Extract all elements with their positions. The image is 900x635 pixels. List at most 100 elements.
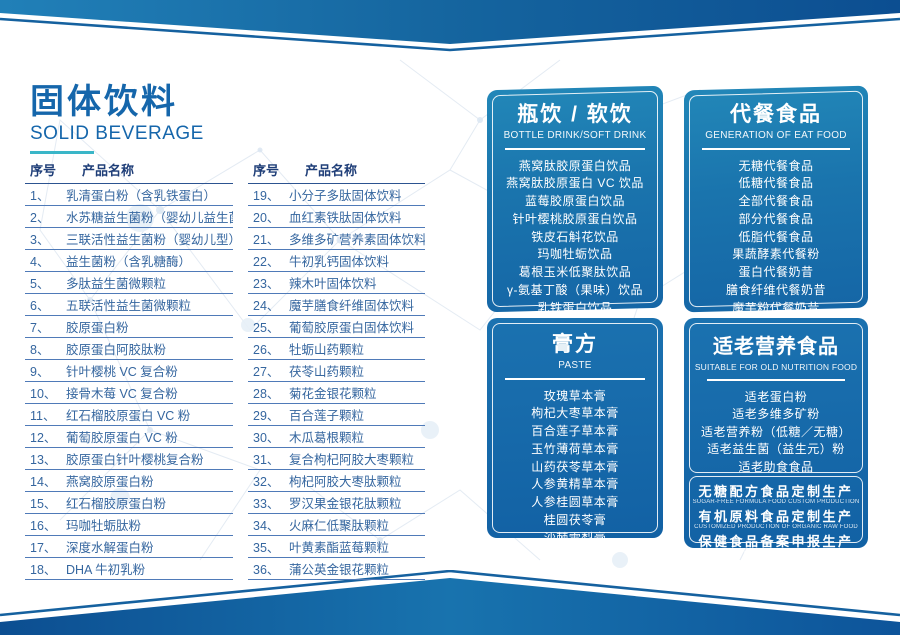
- product-list-column-1: 序号 产品名称 1、 乳清蛋白粉（含乳铁蛋白） 2、 水苏糖益生菌粉（婴幼儿益生…: [25, 160, 233, 580]
- row-product-name: DHA 牛初乳粉: [66, 563, 146, 577]
- table-row: 1、 乳清蛋白粉（含乳铁蛋白）: [25, 184, 233, 206]
- row-product-name: 多肽益生菌微颗粒: [66, 277, 167, 291]
- panel-item: 玛咖牡蛎饮品: [537, 247, 613, 262]
- row-product-name: 叶黄素酯蓝莓颗粒: [289, 541, 390, 555]
- panel-item: 燕窝肽胶原蛋白 VC 饮品: [506, 176, 644, 191]
- table-row: 20、 血红素铁肽固体饮料: [248, 206, 425, 228]
- table-row: 35、 叶黄素酯蓝莓颗粒: [248, 536, 425, 558]
- row-number: 3、: [30, 233, 50, 247]
- row-product-name: 燕窝胶原蛋白粉: [66, 475, 154, 489]
- panel-paste: 膏方 PASTE 玫瑰草本膏 枸杞大枣草本膏 百合莲子草本膏 玉竹薄荷草本膏 山药茯苓草…: [487, 318, 663, 545]
- panel-subtitle: SUITABLE FOR OLD NUTRITION FOOD: [694, 362, 858, 372]
- table-row: 16、 玛咖牡蛎肽粉: [25, 514, 233, 536]
- certification-title: 有机原料食品定制生产: [698, 509, 854, 524]
- row-product-name: 菊花金银花颗粒: [289, 387, 377, 401]
- row-product-name: 益生菌粉（含乳糖酶）: [66, 255, 192, 269]
- row-product-name: 水苏糖益生菌粉（婴幼儿益生菌）: [66, 211, 233, 225]
- row-product-name: 魔芋膳食纤维固体饮料: [289, 299, 415, 313]
- row-number: 22、: [253, 255, 280, 269]
- header-index: 序号: [253, 163, 280, 178]
- row-number: 10、: [30, 387, 57, 401]
- panel-item: 枸杞大枣草本膏: [531, 406, 619, 421]
- table-row: 4、 益生菌粉（含乳糖酶）: [25, 250, 233, 272]
- list-header: 序号 产品名称: [25, 160, 233, 184]
- table-row: 6、 五联活性益生菌微颗粒: [25, 294, 233, 316]
- panel-meal-replacement: 代餐食品 GENERATION OF EAT FOOD 无糖代餐食品 低糖代餐食品…: [684, 85, 868, 315]
- page-title-block: 固体饮料 SOLID BEVERAGE: [30, 84, 204, 154]
- panel-item: 适老营养粉（低糖／无糖）: [700, 424, 851, 439]
- table-row: 8、 胶原蛋白阿胶肽粉: [25, 338, 233, 360]
- row-number: 19、: [253, 189, 280, 203]
- panel-divider: [504, 378, 646, 380]
- table-row: 11、 红石榴胶原蛋白 VC 粉: [25, 404, 233, 426]
- panel-item: 低糖代餐食品: [738, 176, 814, 191]
- row-number: 17、: [30, 541, 57, 555]
- table-row: 12、 葡萄胶原蛋白 VC 粉: [25, 426, 233, 448]
- row-number: 28、: [253, 387, 280, 401]
- panel-item: 沙棘雪梨膏: [543, 530, 607, 545]
- table-row: 9、 针叶樱桃 VC 复合粉: [25, 360, 233, 382]
- panel-title: 适老营养食品: [713, 336, 839, 358]
- row-product-name: 三联活性益生菌粉（婴幼儿型）: [66, 233, 233, 247]
- row-product-name: 红石榴胶原蛋白粉: [66, 497, 167, 511]
- row-product-name: 深度水解蛋白粉: [66, 541, 154, 555]
- row-number: 1、: [30, 189, 50, 203]
- row-number: 7、: [30, 321, 50, 335]
- row-product-name: 胶原蛋白粉: [66, 321, 129, 335]
- panel-item: 适老蛋白粉: [744, 389, 808, 404]
- panel-item: 人参桂圆草本膏: [531, 495, 619, 510]
- panel-item: 蓝莓胶原蛋白饮品: [524, 194, 625, 209]
- row-product-name: 胶原蛋白阿胶肽粉: [66, 343, 167, 357]
- panel-item: 桂圆茯苓膏: [543, 513, 607, 528]
- table-row: 19、 小分子多肽固体饮料: [248, 184, 425, 206]
- table-row: 31、 复合枸杞阿胶大枣颗粒: [248, 448, 425, 470]
- row-product-name: 木瓜葛根颗粒: [289, 431, 365, 445]
- table-row: 2、 水苏糖益生菌粉（婴幼儿益生菌）: [25, 206, 233, 228]
- row-product-name: 小分子多肽固体饮料: [289, 189, 402, 203]
- table-row: 13、 胶原蛋白针叶樱桃复合粉: [25, 448, 233, 470]
- panel-item: 玫瑰草本膏: [543, 388, 607, 403]
- certification-subtitle: HEALTH FOOD PRODUCTION DECLARATION: [708, 549, 844, 555]
- panel-divider: [707, 379, 845, 381]
- certification-title: 保健食品备案申报生产: [698, 534, 854, 549]
- row-number: 9、: [30, 365, 50, 379]
- row-product-name: 针叶樱桃 VC 复合粉: [66, 365, 178, 379]
- panel-item: 蛋白代餐奶昔: [738, 265, 814, 280]
- row-product-name: 玛咖牡蛎肽粉: [66, 519, 142, 533]
- table-row: 7、 胶原蛋白粉: [25, 316, 233, 338]
- panel-item: 燕窝肽胶原蛋白饮品: [518, 158, 632, 173]
- row-product-name: 枸杞阿胶大枣肽颗粒: [289, 475, 402, 489]
- panel-item: 部分代餐食品: [738, 211, 814, 226]
- row-number: 2、: [30, 211, 50, 225]
- row-number: 30、: [253, 431, 280, 445]
- row-number: 24、: [253, 299, 280, 313]
- panel-item: 适老益生菌（益生元）粉: [707, 442, 845, 456]
- list-header: 序号 产品名称: [248, 160, 425, 184]
- panel-item: 针叶樱桃胶原蛋白饮品: [512, 211, 638, 226]
- table-row: 15、 红石榴胶原蛋白粉: [25, 492, 233, 514]
- row-number: 12、: [30, 431, 57, 445]
- row-number: 4、: [30, 255, 50, 269]
- certification-box: 无糖配方食品定制生产 SUGAR-FREE FORMULA FOOD CUSTO…: [689, 476, 863, 555]
- row-number: 6、: [30, 299, 50, 313]
- row-product-name: 牡蛎山药颗粒: [289, 343, 365, 357]
- panel-elderly-nutrition: 适老营养食品 SUITABLE FOR OLD NUTRITION FOOD 适…: [684, 318, 868, 555]
- row-number: 13、: [30, 453, 57, 467]
- product-list-column-2: 序号 产品名称 19、 小分子多肽固体饮料 20、 血红素铁肽固体饮料 21、 …: [248, 160, 425, 580]
- panel-divider: [504, 148, 646, 150]
- table-row: 14、 燕窝胶原蛋白粉: [25, 470, 233, 492]
- table-row: 30、 木瓜葛根颗粒: [248, 426, 425, 448]
- panel-bottle-drink: 瓶饮 / 软饮 BOTTLE DRINK/SOFT DRINK 燕窝肽胶原蛋白饮…: [487, 85, 663, 315]
- row-number: 20、: [253, 211, 280, 225]
- row-number: 33、: [253, 497, 280, 511]
- row-product-name: 牛初乳钙固体饮料: [289, 255, 390, 269]
- header-product-name: 产品名称: [305, 163, 358, 178]
- header-product-name: 产品名称: [82, 163, 135, 178]
- row-product-name: 血红素铁肽固体饮料: [289, 211, 402, 225]
- row-product-name: 葡萄胶原蛋白固体饮料: [289, 321, 415, 335]
- panel-title: 代餐食品: [730, 103, 822, 126]
- row-number: 29、: [253, 409, 280, 423]
- row-product-name: 接骨木莓 VC 复合粉: [66, 387, 178, 401]
- table-row: 3、 三联活性益生菌粉（婴幼儿型）: [25, 228, 233, 250]
